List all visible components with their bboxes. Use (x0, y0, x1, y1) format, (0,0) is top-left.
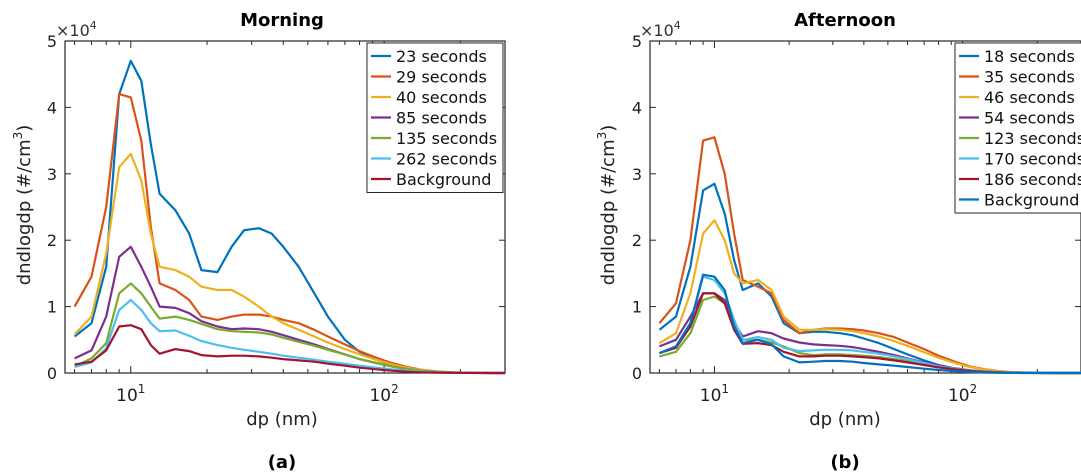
svg-text:×104: ×104 (640, 19, 681, 40)
legend-box (954, 42, 1081, 214)
legend-label: 262 seconds (396, 150, 497, 169)
y-tick-label: 2 (632, 231, 642, 250)
legend-label: 135 seconds (396, 129, 497, 148)
legend-label: 170 seconds (984, 150, 1081, 169)
y-axis-label-close: ) (14, 125, 35, 132)
x-tick-label: 102 (948, 382, 977, 406)
chart-morning: Morning ×104 dndlogdp (#/cm3) dp (nm) (a… (11, 10, 506, 473)
y-tick-label: 0 (47, 364, 57, 383)
legend-label: 35 seconds (984, 68, 1075, 87)
y-tick-label: 4 (47, 98, 57, 117)
chart-title: Morning (240, 10, 324, 31)
series-line (658, 273, 1081, 375)
legend-label: Background (984, 191, 1079, 210)
legend-label: 54 seconds (984, 109, 1075, 128)
legend-label: 18 seconds (984, 47, 1075, 66)
x-axis-label: dp (nm) (809, 409, 881, 430)
y-multiplier-base: ×10 (56, 21, 90, 40)
series-lines (73, 59, 505, 375)
legend-label: 23 seconds (396, 47, 487, 66)
legend-label: Background (396, 170, 491, 189)
panel-label: (b) (830, 452, 859, 473)
chart-afternoon: Afternoon ×104 dndlogdp (#/cm3) dp (nm) … (595, 10, 1081, 473)
y-tick-label: 2 (47, 231, 57, 250)
y-tick-label: 5 (47, 32, 57, 51)
legend-label: 186 seconds (984, 170, 1081, 189)
y-axis-label-superscript: 3 (11, 132, 25, 140)
y-axis-label: dndlogdp (#/cm3) (595, 125, 619, 286)
y-axis-label-main: dndlogdp (#/cm (14, 139, 35, 285)
y-axis-label-main: dndlogdp (#/cm (598, 139, 619, 285)
y-tick-label: 1 (632, 298, 642, 317)
legend-label: 40 seconds (396, 88, 487, 107)
series-line (74, 324, 505, 375)
legend-label: 85 seconds (396, 109, 487, 128)
x-tick-label: 101 (116, 382, 145, 406)
y-tick-label: 1 (47, 298, 57, 317)
y-multiplier-exponent: 4 (90, 19, 97, 32)
legend-label: 29 seconds (396, 68, 487, 87)
y-multiplier: ×104 (56, 19, 97, 40)
x-tick-label: 101 (700, 382, 729, 406)
y-tick-label: 5 (632, 32, 642, 51)
panel-label: (a) (268, 452, 297, 473)
y-axis-label: dndlogdp (#/cm3) (11, 125, 35, 286)
y-tick-label: 3 (47, 165, 57, 184)
x-axis-label: dp (nm) (246, 409, 318, 430)
chart-title: Afternoon (794, 10, 896, 31)
y-tick-label: 0 (632, 364, 642, 383)
y-multiplier: ×104 (640, 19, 681, 40)
y-axis-label-superscript: 3 (595, 132, 609, 140)
legend-label: 46 seconds (984, 88, 1075, 107)
svg-text:×104: ×104 (56, 19, 97, 40)
legend-label: 123 seconds (984, 129, 1081, 148)
y-multiplier-exponent: 4 (674, 19, 681, 32)
y-multiplier-base: ×10 (640, 21, 674, 40)
series-lines (658, 136, 1081, 375)
x-tick-label: 102 (369, 382, 398, 406)
y-tick-label: 4 (632, 98, 642, 117)
y-tick-label: 3 (632, 165, 642, 184)
y-axis-label-close: ) (598, 125, 619, 132)
